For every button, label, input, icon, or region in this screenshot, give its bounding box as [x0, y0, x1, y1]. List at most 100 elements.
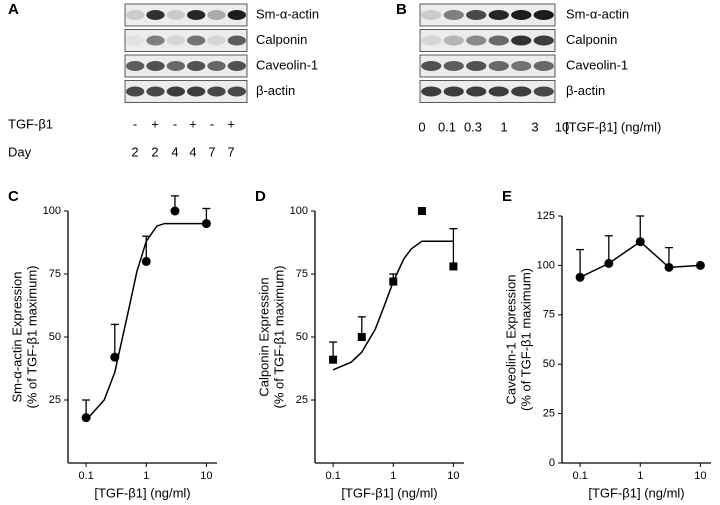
x-tick-label: 0.1 — [572, 470, 587, 482]
blot-band — [146, 86, 165, 97]
day-label: 2 — [131, 144, 138, 159]
dose-tick: 1 — [500, 119, 507, 134]
dose-tick: 0.3 — [464, 119, 482, 134]
y-tick-label: 75 — [296, 268, 308, 280]
blot-band — [488, 86, 509, 97]
blot-band — [443, 86, 464, 97]
blot-band — [488, 35, 509, 46]
y-axis-label: Caveolin-1 Expression — [503, 274, 518, 404]
y-tick-label: 100 — [43, 205, 61, 217]
blot-strip — [419, 3, 556, 27]
blot-band — [146, 61, 165, 71]
y-axis-label: (% of TGF-β1 maximum) — [24, 265, 39, 408]
row-label: TGF-β1 — [8, 116, 53, 131]
blot-band — [126, 10, 145, 20]
y-tick-label: 75 — [543, 309, 555, 321]
data-point — [635, 237, 645, 247]
blot-band — [466, 35, 487, 46]
day-label: 4 — [171, 144, 178, 159]
error-bar — [576, 248, 585, 278]
panel-letter: A — [8, 1, 19, 18]
blot-band — [533, 35, 554, 46]
band-label: Sm-α-actin — [256, 6, 319, 21]
blot-band — [443, 10, 464, 20]
y-tick-label: 25 — [49, 394, 61, 406]
x-tick-label: 1 — [143, 470, 149, 482]
blot-band — [227, 86, 246, 97]
dose-tick: 0 — [418, 119, 425, 134]
blot-band — [511, 35, 532, 46]
blot-band — [166, 61, 185, 71]
data-point — [170, 206, 180, 216]
error-bar — [449, 227, 458, 267]
blot-band — [227, 35, 246, 46]
x-tick-label: 10 — [200, 470, 212, 482]
error-bar — [604, 235, 613, 264]
blot-band — [533, 10, 554, 20]
data-point — [81, 413, 91, 423]
blot-strip — [419, 54, 556, 78]
blot-band — [187, 86, 206, 97]
panel-letter: C — [8, 188, 19, 205]
y-tick-label: 75 — [49, 268, 61, 280]
data-line — [579, 240, 701, 278]
blot-strip — [124, 3, 248, 27]
dose-tick: 10 — [555, 119, 569, 134]
day-label: 4 — [189, 144, 196, 159]
error-bar — [110, 323, 119, 358]
y-tick-label: 25 — [296, 394, 308, 406]
blot-band — [443, 35, 464, 46]
dose-label: [TGF-β1] (ng/ml) — [565, 119, 661, 134]
blot-strip — [419, 29, 556, 52]
y-tick-label: 100 — [290, 205, 308, 217]
blot-band — [207, 10, 226, 20]
y-tick-label: 100 — [537, 259, 555, 271]
blot-strip — [124, 54, 248, 78]
data-point — [110, 352, 120, 362]
band-label: Caveolin-1 — [256, 57, 318, 72]
y-tick-label: 125 — [537, 210, 555, 222]
x-axis-label: [TGF-β1] (ng/ml) — [341, 485, 437, 500]
x-tick-label: 0.1 — [325, 470, 340, 482]
blot-band — [466, 10, 487, 20]
data-point — [604, 258, 614, 268]
dose-tick: 0.1 — [438, 119, 456, 134]
blot-band — [443, 61, 464, 71]
day-label: 2 — [151, 144, 158, 159]
x-tick-label: 1 — [390, 470, 396, 482]
y-axis-label: (% of TGF-β1 maximum) — [518, 268, 533, 411]
blot-band — [207, 61, 226, 71]
data-point — [664, 262, 674, 272]
y-tick-label: 50 — [49, 331, 61, 343]
blot-strip — [124, 29, 248, 52]
blot-band — [126, 35, 145, 46]
blot-band — [166, 35, 185, 46]
blot-band — [187, 10, 206, 20]
y-tick-label: 25 — [543, 408, 555, 420]
blot-band — [466, 61, 487, 71]
y-axis-label: Sm-α-actin Expression — [9, 271, 24, 402]
fit-curve — [332, 240, 454, 371]
data-point — [201, 219, 211, 229]
blot-strip — [124, 80, 248, 103]
y-tick-label: 50 — [296, 331, 308, 343]
blot-band — [227, 61, 246, 71]
dose-tick: 3 — [531, 119, 538, 134]
blot-band — [146, 10, 165, 20]
day-label: 7 — [227, 144, 234, 159]
blot-band — [187, 61, 206, 71]
band-label: β-actin — [256, 83, 295, 98]
x-tick-label: 0.1 — [78, 470, 93, 482]
band-label: β-actin — [566, 83, 605, 98]
treatment-label: + — [189, 116, 197, 131]
panel-letter: B — [396, 1, 407, 18]
blot-band — [488, 61, 509, 71]
blot-band — [421, 61, 442, 71]
treatment-label: + — [151, 116, 159, 131]
treatment-label: + — [227, 116, 235, 131]
y-axis-label: (% of TGF-β1 maximum) — [271, 265, 286, 408]
x-axis-label: [TGF-β1] (ng/ml) — [94, 485, 190, 500]
blot-band — [533, 86, 554, 97]
band-label: Caveolin-1 — [566, 57, 628, 72]
x-tick-label: 1 — [637, 470, 643, 482]
